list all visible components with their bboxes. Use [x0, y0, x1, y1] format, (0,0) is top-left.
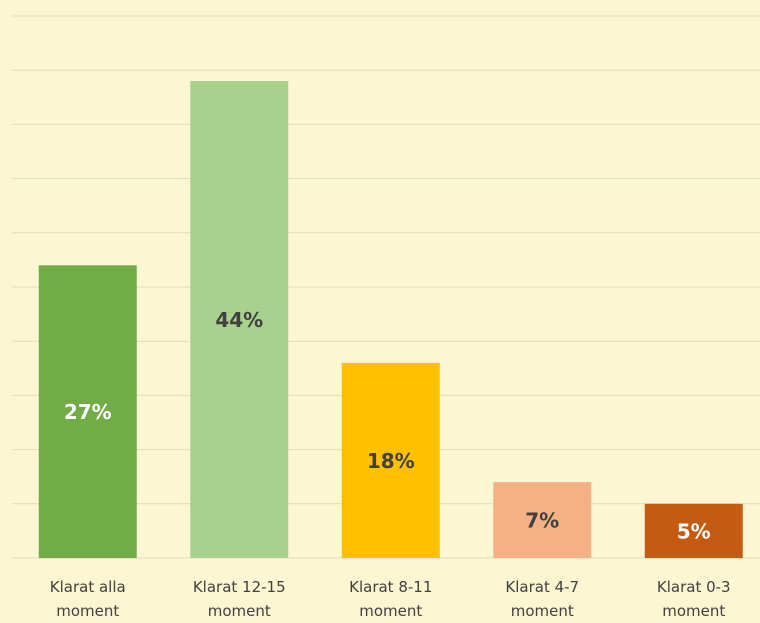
data-label: 5%: [677, 519, 711, 543]
label-line: Klarat 8-11: [349, 578, 432, 596]
label-line: Klarat alla: [50, 578, 126, 596]
label-line: moment: [511, 602, 574, 620]
label-line: Klarat 12-15: [193, 578, 286, 596]
label-line: moment: [56, 602, 119, 620]
bar: [190, 81, 289, 558]
label-line: Klarat 4-7: [505, 578, 579, 596]
label-line: moment: [359, 602, 422, 620]
bar: [644, 503, 743, 558]
bar: [493, 482, 592, 558]
label-line: moment: [208, 602, 271, 620]
data-label: 44%: [215, 308, 263, 332]
data-label: 7%: [525, 509, 559, 533]
x-tick-label: Klarat 4-7 moment: [505, 578, 579, 620]
bar: [341, 362, 440, 558]
label-line: moment: [662, 602, 725, 620]
data-label: 27%: [64, 400, 112, 424]
x-tick-label: Klarat 0-3 moment: [657, 578, 731, 620]
x-tick-label: Klarat 12-15 moment: [193, 578, 286, 620]
x-tick-label: Klarat 8-11 moment: [349, 578, 432, 620]
bar: [38, 265, 137, 558]
x-tick-label: Klarat alla moment: [50, 578, 126, 620]
label-line: Klarat 0-3: [657, 578, 731, 596]
data-label: 18%: [367, 449, 415, 473]
